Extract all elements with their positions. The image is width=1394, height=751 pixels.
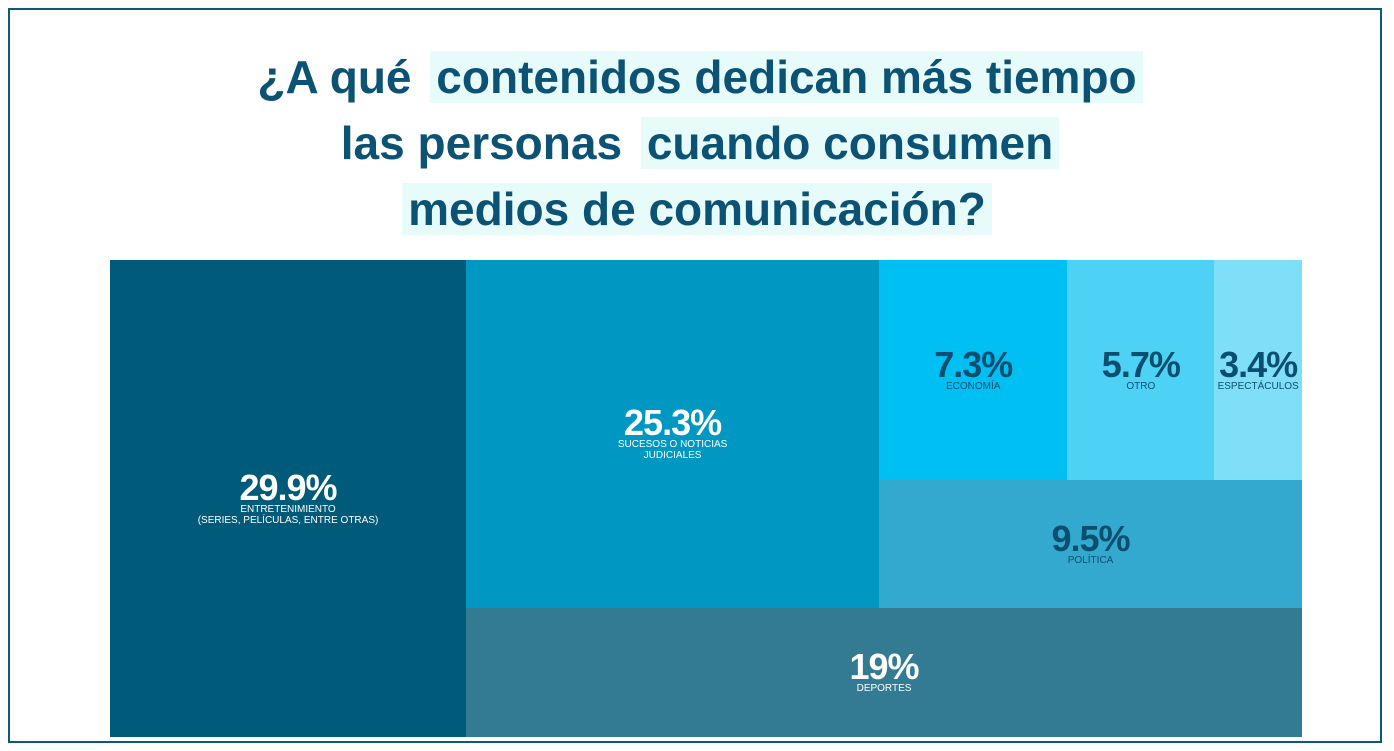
category-label: DEPORTES [856, 682, 912, 694]
frame [8, 8, 1382, 743]
treemap-cell: 9.5% POLÍTICA [879, 480, 1302, 608]
value-label: 3.4% [1219, 343, 1298, 385]
category-label: (SERIES, PELÍCULAS, ENTRE OTRAS) [197, 514, 379, 526]
treemap-cell: 19% DEPORTES [466, 607, 1302, 737]
value-label: 9.5% [1051, 517, 1131, 559]
treemap: 29.9% ENTRETENIMIENTO (SERIES, PELÍCULAS, … [110, 260, 1302, 737]
title-line: las personas cuando consumen [0, 110, 1394, 176]
treemap-cell: 25.3% SUCESOS O NOTICIAS JUDICIALES [466, 260, 880, 608]
title-segment: contenidos dedican más tiempo [430, 51, 1143, 103]
value-label: 29.9% [239, 466, 337, 508]
title-line: medios de comunicación? [0, 176, 1394, 242]
treemap-cell: 3.4% ESPECTÁCULOS [1214, 260, 1302, 481]
category-label: ENTRETENIMIENTO [240, 503, 336, 515]
category-label: ECONOMÍA [946, 380, 1001, 392]
title-segment: ¿A qué [257, 51, 412, 103]
chart-title: ¿A qué contenidos dedican más tiempo las … [0, 44, 1394, 242]
treemap-cell: 29.9% ENTRETENIMIENTO (SERIES, PELÍCULAS, … [110, 260, 467, 737]
category-label: JUDICIALES [643, 449, 702, 461]
value-label: 5.7% [1101, 343, 1181, 385]
treemap-cell: 5.7% OTRO [1067, 260, 1215, 481]
title-line: ¿A qué contenidos dedican más tiempo [0, 44, 1394, 110]
title-segment: las personas [340, 117, 623, 169]
value-label: 7.3% [934, 343, 1013, 385]
value-label: 19% [849, 645, 919, 687]
category-label: OTRO [1126, 380, 1156, 392]
category-label: SUCESOS O NOTICIAS [617, 438, 728, 450]
title-segment: cuando consumen [640, 117, 1060, 169]
value-label: 25.3% [624, 401, 722, 443]
title-segment: medios de comunicación? [402, 183, 992, 235]
category-label: ESPECTÁCULOS [1217, 380, 1299, 392]
category-label: POLÍTICA [1067, 554, 1114, 566]
treemap-cell: 7.3% ECONOMÍA [879, 260, 1068, 481]
